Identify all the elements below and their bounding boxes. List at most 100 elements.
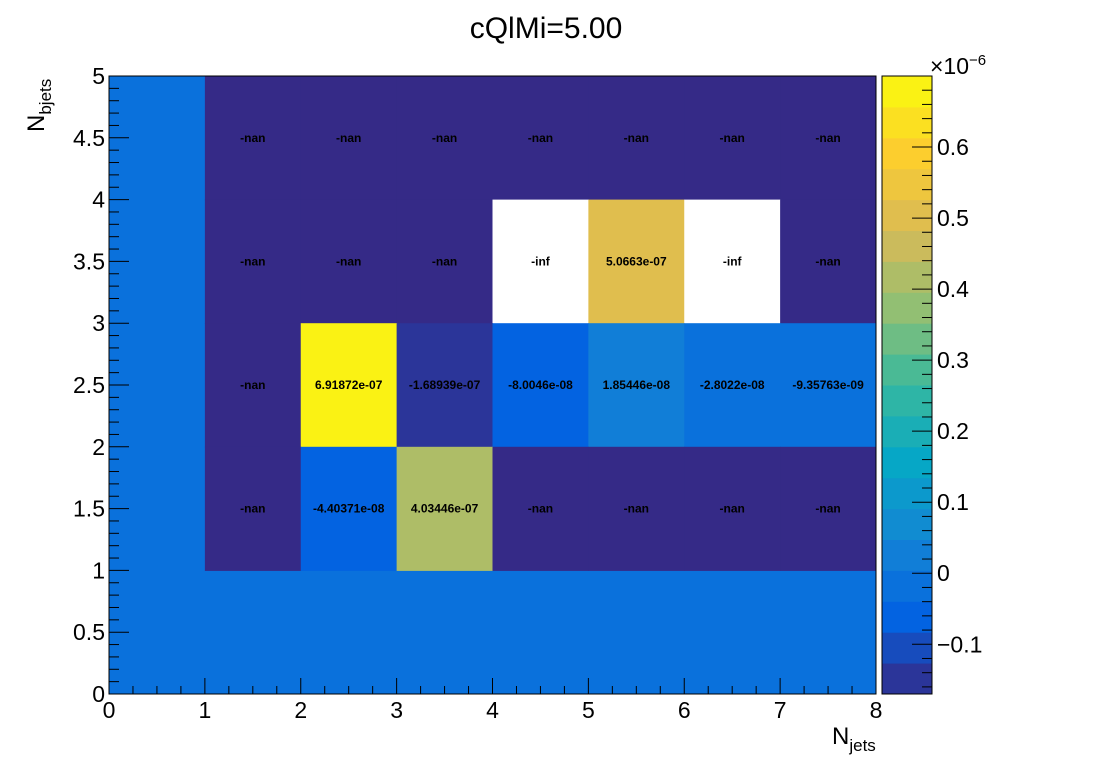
heatmap-cell [396, 199, 493, 324]
x-tick-label: 8 [870, 697, 883, 723]
heatmap-cell [204, 446, 302, 571]
cell-value-label: -nan [336, 131, 361, 145]
cell-value-label: -nan [720, 131, 745, 145]
colorbar-level [882, 199, 932, 231]
heatmap-cell [300, 446, 398, 571]
cell-value-label: -2.8022e-08 [700, 378, 765, 392]
colorbar-level [882, 601, 932, 633]
cell-value-label: -nan [815, 502, 840, 516]
colorbar-level [882, 477, 932, 510]
colorbar-level [882, 292, 932, 324]
colorbar-tick-label: 0.5 [937, 205, 969, 231]
cell-value-label: -4.40371e-08 [313, 502, 385, 516]
cell-labels: -nan -nan -nan -nan -nan -nan -nan -nan -nan -nan… [240, 131, 864, 516]
heatmap-cells [204, 76, 877, 571]
colorbar-level [882, 323, 932, 355]
y-tick-label: 3.5 [73, 248, 105, 274]
colorbar-level [882, 663, 932, 695]
heatmap-cell [588, 76, 685, 201]
cell-value-label: -9.35763e-09 [792, 378, 864, 392]
axes: 0 1 2 3 4 5 6 7 8 0 0.5 1 1.5 2 2.5 3 3.5 4 4.5 5 [73, 63, 882, 723]
heatmap-cell [684, 76, 781, 201]
colorbar-level [882, 508, 932, 540]
heatmap-cell [492, 199, 589, 324]
y-tick-label: 4.5 [73, 125, 105, 151]
cell-value-label: -nan [624, 131, 649, 145]
x-tick-label: 4 [486, 697, 499, 723]
colorbar-tick-label: 0.2 [937, 418, 969, 444]
colorbar-tick-label: 0.3 [937, 347, 969, 373]
heatmap-cell [780, 446, 877, 571]
colorbar-tick-label: −0.1 [937, 631, 982, 657]
x-tick-label: 2 [294, 697, 307, 723]
y-tick-label: 1 [92, 557, 105, 583]
x-tick-label: 6 [678, 697, 691, 723]
cell-value-label: -nan [240, 131, 265, 145]
colorbar-level [882, 168, 932, 201]
y-tick-label: 2.5 [73, 372, 105, 398]
colorbar-tick-label: 0 [937, 560, 950, 586]
colorbar-level [882, 76, 932, 108]
heatmap-cell [588, 323, 685, 448]
heatmap-cell [684, 323, 781, 448]
heatmap-cell [300, 199, 398, 324]
colorbar-tick-label: 0.6 [937, 134, 969, 160]
heatmap-cell [588, 446, 685, 571]
colorbar-tick-label: 0.1 [937, 489, 969, 515]
x-tick-label: 7 [774, 697, 787, 723]
y-tick-label: 2 [92, 434, 105, 460]
heatmap-cell [492, 323, 589, 448]
chart-title: cQlMi=5.00 [470, 12, 623, 45]
cell-value-label: -nan [720, 502, 745, 516]
color-scale-bar: −0.1 0 0.1 0.2 0.3 0.4 0.5 0.6 [881, 75, 982, 695]
cell-value-label: -nan [240, 378, 265, 392]
cell-value-label: -8.0046e-08 [508, 378, 573, 392]
cell-value-label: -nan [624, 502, 649, 516]
cell-value-label: 4.03446e-07 [411, 502, 479, 516]
y-tick-label: 5 [92, 63, 105, 89]
colorbar-level [882, 446, 932, 479]
colorbar-tick-label: 0.4 [937, 276, 969, 302]
cell-value-label: -1.68939e-07 [409, 378, 481, 392]
colorbar-frame [881, 75, 933, 695]
colorbar-level [882, 539, 932, 571]
colorbar-level [882, 137, 932, 170]
heatmap-cell [396, 76, 493, 201]
y-tick-label: 4 [92, 187, 105, 213]
cell-value-label: 1.85446e-08 [603, 378, 671, 392]
heatmap-cell [780, 323, 877, 448]
cell-value-label: -nan [815, 254, 840, 268]
heatmap-cell [588, 199, 685, 324]
colorbar-multiplier: ×10−6 [930, 52, 986, 79]
heatmap-cell [492, 76, 589, 201]
cell-value-label: -inf [723, 254, 743, 268]
x-tick-label: 5 [582, 697, 595, 723]
cell-value-label: -nan [240, 502, 265, 516]
cell-value-label: 5.0663e-07 [606, 254, 667, 268]
colorbar-level [882, 385, 932, 417]
heatmap-cell [684, 199, 781, 324]
heatmap-cell [300, 323, 398, 448]
colorbar-level [882, 261, 932, 293]
cell-value-label: -nan [336, 254, 361, 268]
cell-value-label: -nan [528, 131, 553, 145]
y-tick-label: 0.5 [73, 619, 105, 645]
heatmap-cell [204, 199, 302, 324]
y-axis-title: Nbjets [23, 79, 55, 132]
x-tick-label: 1 [198, 697, 211, 723]
heatmap-cell [204, 76, 302, 201]
cell-value-label: -nan [815, 131, 840, 145]
cell-value-label: -nan [432, 131, 457, 145]
y-tick-label: 3 [92, 310, 105, 336]
cell-value-label: -nan [240, 254, 265, 268]
y-tick-label: 0 [92, 681, 105, 707]
colorbar-level [882, 570, 932, 602]
heatmap-cell [492, 446, 589, 571]
heatmap-cell [204, 323, 302, 448]
heatmap-cell [780, 76, 877, 201]
heatmap-cell [684, 446, 781, 571]
heatmap-cell [396, 323, 493, 448]
cell-value-label: -inf [531, 254, 551, 268]
x-tick-label: 3 [390, 697, 403, 723]
